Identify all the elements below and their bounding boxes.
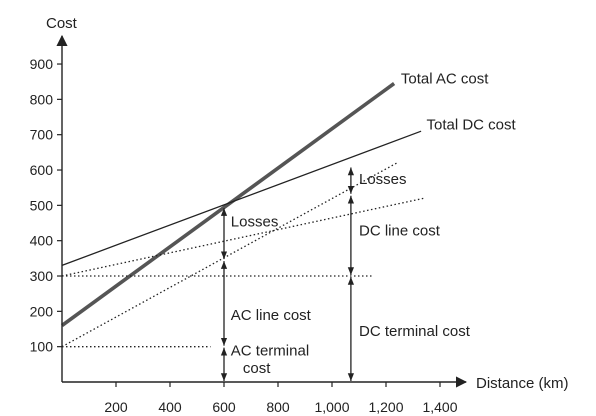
y-tick-label: 300 [30,268,54,284]
y-tick-label: 400 [30,233,54,249]
x-axis-title: Distance (km) [476,375,569,392]
label-total-dc-cost: Total DC cost [427,116,517,133]
series-line-total-ac [60,82,396,327]
x-tick-label: 600 [212,399,236,415]
y-tick-label: 700 [30,127,54,143]
label-losses-dc: Losses [359,171,407,188]
x-tick-label: 800 [266,399,290,415]
label-ac-terminal-cost-line1: AC terminal [231,343,309,360]
label-total-ac-cost: Total AC cost [401,71,489,88]
y-tick-label: 500 [30,197,54,213]
y-tick-label: 200 [30,303,54,319]
y-tick-label: 600 [30,162,54,178]
series-line-dc-terminal-line [61,197,424,277]
label-ac-line-cost: AC line cost [231,307,312,324]
x-ticks: 200 400 600 800 1,000 1,200 1,400 [104,382,458,415]
y-axis-title: Cost [46,15,78,32]
x-tick-label: 1,200 [368,399,403,415]
x-tick-label: 200 [104,399,128,415]
y-ticks: 100 200 300 400 500 600 700 800 900 [30,56,62,355]
label-dc-terminal-cost: DC terminal cost [359,323,471,340]
label-ac-terminal-cost-line2: cost [243,360,271,377]
axes [56,34,468,388]
plot-lines [60,82,424,348]
y-tick-label: 900 [30,56,54,72]
x-tick-label: 1,400 [422,399,457,415]
series-line-ac-terminal-line [61,162,398,348]
series-line-total-dc [61,130,422,267]
y-tick-label: 800 [30,91,54,107]
dimension-bars [220,167,355,381]
x-tick-label: 400 [158,399,182,415]
label-dc-line-cost: DC line cost [359,222,441,239]
x-tick-label: 1,000 [314,399,349,415]
y-tick-label: 100 [30,339,54,355]
label-losses-ac: Losses [231,214,279,231]
